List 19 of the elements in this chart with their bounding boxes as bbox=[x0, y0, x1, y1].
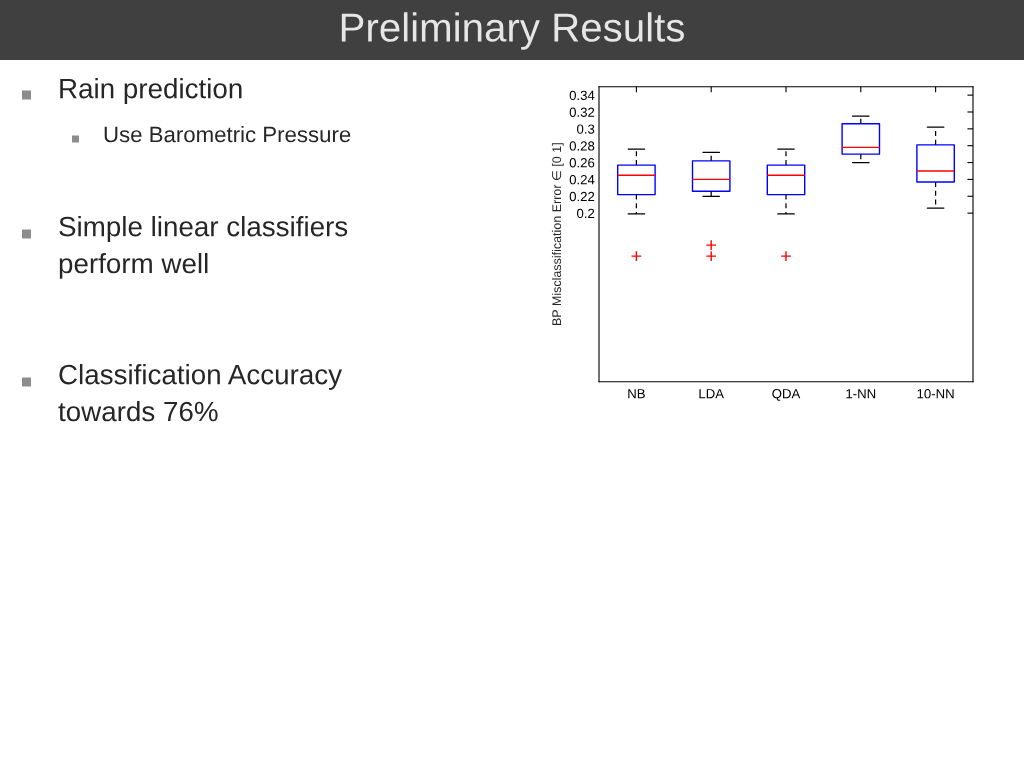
x-tick-label: 10-NN bbox=[917, 388, 954, 399]
y-tick-label: 0.34 bbox=[569, 90, 595, 101]
y-axis-title: BP Misclassification Error ∈ [0 1] bbox=[551, 143, 564, 325]
y-tick-label: 0.2 bbox=[577, 208, 595, 219]
x-tick-label: QDA bbox=[772, 388, 801, 401]
text: Simple linear classifiers perform well bbox=[59, 216, 348, 279]
text: Rain prediction bbox=[60, 78, 242, 104]
x-tick-label: LDA bbox=[699, 389, 725, 399]
x-tick-label: 1-NN bbox=[846, 389, 876, 399]
y-tick-label: 0.28 bbox=[569, 141, 595, 151]
y-tick-label: 0.22 bbox=[569, 191, 595, 202]
y-tick-label: 0.32 bbox=[569, 107, 595, 117]
y-tick-label: 0.3 bbox=[577, 124, 595, 134]
y-tick-label: 0.24 bbox=[569, 174, 595, 185]
x-tick-label: NB bbox=[628, 389, 645, 399]
y-tick-label: 0.26 bbox=[569, 158, 595, 168]
chart-title: Preliminary Results bbox=[341, 12, 685, 50]
text: Classification Accuracy towards 76% bbox=[58, 364, 343, 422]
text: Use Barometric Pressure bbox=[104, 126, 351, 143]
